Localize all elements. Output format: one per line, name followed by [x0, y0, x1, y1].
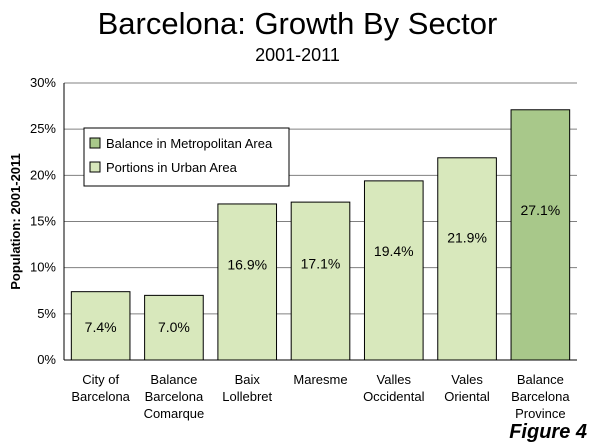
bar — [217, 203, 278, 361]
x-tick-label: Valles — [377, 372, 412, 387]
legend-label: Portions in Urban Area — [106, 160, 238, 175]
x-tick-label: Barcelona — [511, 389, 570, 404]
x-tick-label: Barcelona — [71, 389, 130, 404]
bar — [290, 201, 351, 361]
legend-swatch — [89, 137, 101, 149]
x-tick-label: Comarque — [144, 406, 205, 421]
data-label: 16.9% — [227, 256, 267, 272]
bar — [510, 109, 571, 361]
y-tick-label: 15% — [30, 214, 56, 229]
chart-title: Barcelona: Growth By Sector — [97, 6, 498, 41]
x-tick-label: City of — [82, 372, 119, 387]
legend-swatch — [89, 161, 101, 173]
x-tick-label: Balance — [517, 372, 564, 387]
data-label: 7.0% — [158, 319, 190, 335]
bar-layer — [70, 109, 571, 361]
bar — [363, 180, 424, 361]
figure-label: Figure 4 — [509, 421, 587, 443]
y-tick-label: 10% — [30, 260, 56, 275]
y-tick-label: 30% — [30, 75, 56, 90]
y-tick-label: 5% — [37, 306, 56, 321]
legend: Balance in Metropolitan Area Portions in … — [83, 127, 290, 187]
y-axis-label: Population: 2001-2011 — [8, 153, 23, 290]
chart-subtitle: 2001-2011 — [255, 45, 340, 65]
y-tick-label: 20% — [30, 167, 56, 182]
data-label: 7.4% — [85, 319, 117, 335]
legend-box — [83, 127, 290, 187]
x-tick-label: Oriental — [444, 389, 490, 404]
data-label: 27.1% — [521, 202, 561, 218]
x-tick-label: Occidental — [363, 389, 425, 404]
y-tick-label: 0% — [37, 352, 56, 367]
x-tick-label: Balance — [150, 372, 197, 387]
data-label: 21.9% — [447, 230, 487, 246]
bar — [437, 157, 497, 361]
bar — [144, 294, 204, 361]
x-tick-label: Maresme — [293, 372, 347, 387]
x-tick-label: Province — [515, 406, 566, 421]
x-tick-label: Barcelona — [145, 389, 204, 404]
y-tick-label: 25% — [30, 121, 56, 136]
legend-label: Balance in Metropolitan Area — [106, 136, 273, 151]
bar — [70, 291, 131, 361]
label-layer: 7.4% City of Barcelona 7.0% Balance Barcelona… — [71, 202, 570, 421]
x-tick-label: Baix — [235, 372, 261, 387]
x-tick-label: Lollebret — [222, 389, 272, 404]
data-label: 19.4% — [374, 243, 414, 259]
x-tick-label: Vales — [451, 372, 483, 387]
data-label: 17.1% — [301, 255, 341, 271]
